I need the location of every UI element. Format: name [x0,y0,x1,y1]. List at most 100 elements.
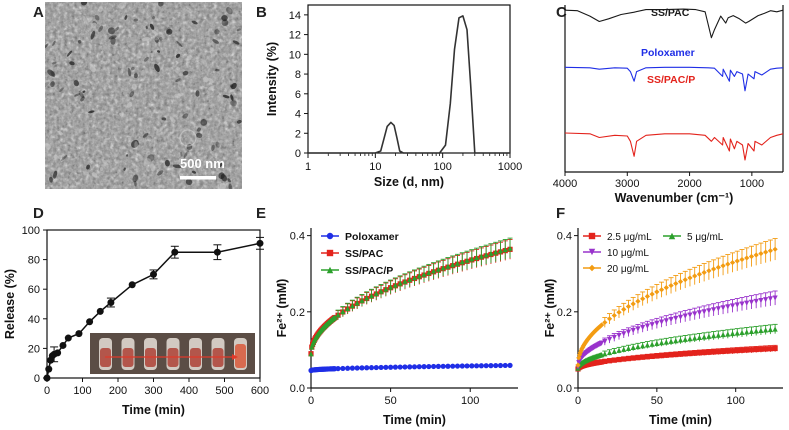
data-point [687,275,693,281]
data-point [715,332,721,338]
tem-particle [145,25,148,30]
data-point [493,249,499,255]
tem-particle [175,53,181,59]
series-ss-pac-p [308,237,513,357]
tem-particle [175,78,181,83]
data-point [668,352,674,358]
series-label: SS/PAC/P [647,74,695,86]
tem-particle [141,69,146,76]
tem-particle [45,79,51,87]
data-point [640,296,646,302]
data-point [606,336,613,343]
x-tick-label: 100 [727,395,745,407]
data-point [753,328,759,334]
y-axis-title: Fe²⁺ (mM) [543,279,557,338]
data-point [696,310,703,316]
data-point [354,300,360,306]
data-point [416,364,422,370]
x-axis-title: Size (d, nm) [374,175,444,189]
data-point [345,365,351,371]
y-tick-label: 20 [28,343,40,355]
tem-particle [66,50,73,57]
tem-particle [133,73,138,79]
data-point [649,291,655,297]
data-point [767,248,773,254]
data-point [150,270,157,278]
data-point [630,355,636,361]
tem-particle [236,119,242,124]
data-point [763,327,769,333]
data-point [611,348,617,354]
data-point [739,256,745,263]
data-point [677,337,684,343]
data-point [497,248,504,254]
data-point [649,341,655,347]
data-point [734,347,740,354]
data-point [368,292,375,299]
tem-particle [192,164,197,169]
data-point [753,346,759,353]
x-tick-label: 200 [109,385,127,397]
data-point [649,353,655,360]
x-axis-title: Time (min) [649,413,712,427]
data-point [630,327,636,334]
data-point [677,314,684,320]
tem-particle [91,22,97,28]
data-point [625,329,632,335]
tem-particle [215,68,220,72]
legend-entry: 5 μg/mL [663,232,724,243]
data-point [602,319,608,326]
tem-particle [177,92,184,97]
data-point [654,353,660,359]
y-axis-title: Release (%) [3,269,17,339]
data-point [454,363,461,369]
x-tick-label: 1000 [740,178,764,190]
tem-particle [83,171,90,176]
tube-liquid [235,344,246,368]
x-tick-label: 4000 [553,178,577,190]
data-point [663,339,669,345]
data-point [611,334,617,341]
tem-particle [129,91,135,97]
data-point [59,341,67,349]
data-point [715,306,721,312]
tem-particle [119,112,124,117]
tem-particle [192,170,196,174]
legend-label: 20 μg/mL [607,264,649,275]
x-tick-label: 50 [384,395,396,407]
x-axis-title: Time (min) [122,403,185,417]
data-point [107,299,115,307]
data-point [673,337,679,344]
tem-particle [91,172,98,178]
data-point [43,374,51,382]
data-point [696,271,703,277]
legend-entry: SS/PAC/P [321,265,393,277]
data-point [763,249,769,255]
data-point [758,250,764,257]
tem-particle [227,178,231,183]
data-point [616,309,622,315]
data-point [767,326,773,333]
data-point [729,259,736,266]
tem-particle [230,100,237,107]
data-point [435,266,441,272]
data-point [729,303,736,309]
tem-particle [136,52,142,59]
tem-particle [149,23,155,30]
tem-particle [90,30,96,40]
data-point [45,365,53,373]
legend-label: 2.5 μg/mL [607,232,652,243]
data-point [402,278,408,284]
data-point [644,293,650,300]
data-point [373,290,379,296]
data-point [445,363,451,369]
data-point [611,312,617,319]
inset-photo [90,333,255,374]
x-tick-label: 50 [651,395,663,407]
data-point [497,362,504,369]
data-point [575,362,581,368]
tem-particle [46,27,52,31]
tem-particle [151,16,156,20]
data-point [440,363,446,369]
tem-particle [218,162,224,168]
